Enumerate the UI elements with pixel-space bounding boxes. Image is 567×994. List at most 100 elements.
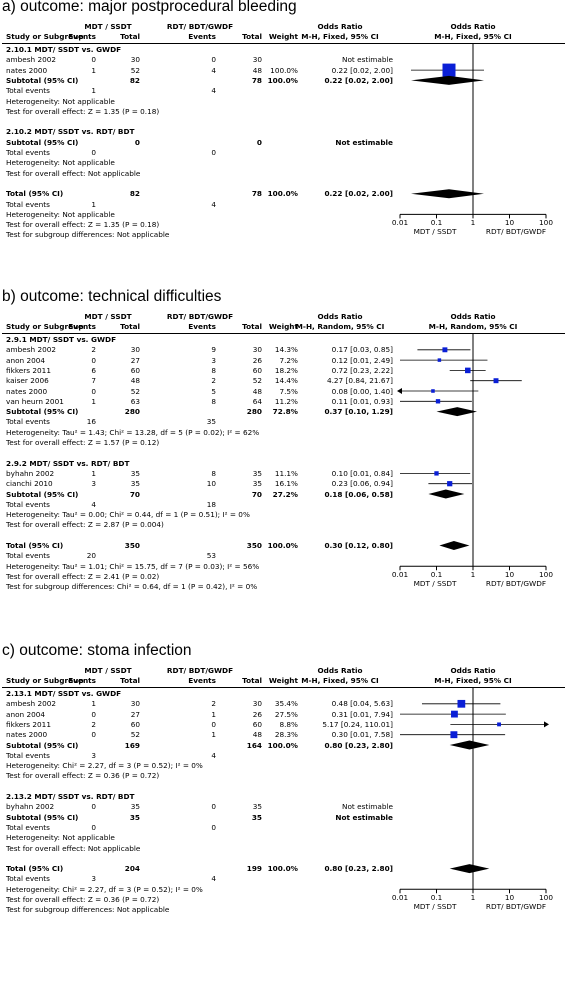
- overall-effect: Test for overall effect: Z = 1.35 (P = 0…: [6, 107, 159, 116]
- total-events2: 53: [207, 551, 216, 560]
- total-events-label: Total events: [6, 417, 50, 426]
- total1-cell: 82: [130, 76, 140, 85]
- ci-cell: 0.22 [0.02, 2.00]: [332, 66, 393, 75]
- summary-diamond: [450, 864, 490, 873]
- total1-cell: 48: [131, 376, 140, 385]
- weight-cell: 8.8%: [279, 720, 298, 729]
- subgroup-differences: Test for subgroup differences: Not appli…: [6, 230, 169, 239]
- ci-cell: 0.11 [0.01, 0.93]: [332, 397, 393, 406]
- ci-cell: 0.08 [0.00, 1.40]: [332, 387, 393, 396]
- events2-cell: 0: [211, 55, 216, 64]
- events2-cell: 9: [211, 345, 216, 354]
- total2-cell: 35: [253, 469, 262, 478]
- total2-cell: 280: [247, 407, 262, 416]
- total-events2: 4: [211, 200, 216, 209]
- ci-cell: 0.12 [0.01, 2.49]: [332, 356, 393, 365]
- events2-cell: 1: [211, 710, 216, 719]
- total1-cell: 60: [131, 720, 140, 729]
- total2-cell: 35: [253, 802, 262, 811]
- events1-cell: 2: [91, 720, 96, 729]
- point-estimate: [447, 481, 452, 486]
- study-name: fikkers 2011: [6, 366, 51, 375]
- study-name: ambesh 2002: [6, 345, 56, 354]
- heterogeneity: Heterogeneity: Not applicable: [6, 158, 115, 167]
- ci-cell: 0.30 [0.01, 7.58]: [332, 730, 393, 739]
- point-estimate: [451, 711, 458, 718]
- total2-cell: 64: [253, 397, 262, 406]
- events2-cell: 2: [211, 699, 216, 708]
- heterogeneity: Heterogeneity: Not applicable: [6, 97, 115, 106]
- total1-cell: 27: [131, 356, 140, 365]
- weight-cell: 28.3%: [275, 730, 298, 739]
- ci-cell: 0.80 [0.23, 2.80]: [324, 741, 393, 750]
- total-events1: 3: [91, 874, 96, 883]
- subtotal-label: Subtotal (95% CI): [6, 407, 78, 416]
- subtotal-label: Total (95% CI): [6, 189, 63, 198]
- total-events-label: Total events: [6, 751, 50, 760]
- subtotal-label: Subtotal (95% CI): [6, 76, 78, 85]
- point-estimate: [438, 358, 441, 361]
- events1-cell: 6: [91, 366, 96, 375]
- ci-cell: 0.22 [0.02, 2.00]: [324, 76, 393, 85]
- weight-cell: 72.8%: [273, 407, 298, 416]
- subtotal-label: Subtotal (95% CI): [6, 490, 78, 499]
- total2-cell: 26: [253, 356, 262, 365]
- total1-cell: 27: [131, 710, 140, 719]
- study-name: fikkers 2011: [6, 720, 51, 729]
- total-events2: 35: [207, 417, 216, 426]
- summary-diamond: [437, 407, 478, 416]
- total-events-label: Total events: [6, 874, 50, 883]
- ci-cell: Not estimable: [335, 813, 393, 822]
- total1-cell: 0: [135, 138, 140, 147]
- ci-cell: 0.37 [0.10, 1.29]: [324, 407, 393, 416]
- events1-cell: 0: [91, 356, 96, 365]
- total-events-label: Total events: [6, 86, 50, 95]
- ci-cell: 0.72 [0.23, 2.22]: [332, 366, 393, 375]
- total-events-label: Total events: [6, 500, 50, 509]
- total2-cell: 30: [253, 345, 262, 354]
- total2-cell: 78: [252, 76, 262, 85]
- total-events1: 20: [87, 551, 96, 560]
- subtotal-label: Total (95% CI): [6, 541, 63, 550]
- events1-cell: 1: [91, 397, 96, 406]
- weight-cell: 16.1%: [275, 479, 298, 488]
- point-estimate: [494, 378, 499, 383]
- weight-cell: 14.3%: [275, 345, 298, 354]
- heterogeneity: Heterogeneity: Tau² = 0.00; Chi² = 0.44,…: [6, 510, 250, 519]
- subtotal-label: Subtotal (95% CI): [6, 813, 78, 822]
- ci-arrow-right: [544, 721, 549, 727]
- total2-cell: 52: [253, 376, 262, 385]
- point-estimate: [442, 64, 455, 77]
- overall-effect: Test for overall effect: Z = 2.87 (P = 0…: [6, 520, 164, 529]
- summary-diamond: [439, 541, 469, 550]
- events1-cell: 0: [91, 387, 96, 396]
- total1-cell: 30: [131, 55, 140, 64]
- total-events1: 1: [91, 200, 96, 209]
- point-estimate: [497, 722, 501, 726]
- total1-cell: 70: [130, 490, 140, 499]
- study-name: ambesh 2002: [6, 699, 56, 708]
- total-events1: 16: [87, 417, 96, 426]
- total-events1: 0: [91, 148, 96, 157]
- x-tick-label: 100: [486, 218, 567, 227]
- total2-cell: 78: [252, 189, 262, 198]
- total-events2: 0: [211, 148, 216, 157]
- overall-effect: Test for overall effect: Z = 1.35 (P = 0…: [6, 220, 159, 229]
- point-estimate: [457, 700, 465, 708]
- total-events1: 3: [91, 751, 96, 760]
- ci-cell: 0.17 [0.03, 0.85]: [332, 345, 393, 354]
- events2-cell: 8: [211, 397, 216, 406]
- study-name: kaiser 2006: [6, 376, 49, 385]
- total2-cell: 48: [253, 66, 262, 75]
- axis-right-label: RDT/ BDT/GWDF: [456, 902, 567, 911]
- ci-cell: 0.31 [0.01, 7.94]: [332, 710, 393, 719]
- subgroup-name: 2.9.1 MDT/ SSDT vs. GWDF: [6, 335, 116, 344]
- total-events-label: Total events: [6, 148, 50, 157]
- x-tick-label: 100: [486, 570, 567, 579]
- overall-effect: Test for overall effect: Not applicable: [6, 844, 140, 853]
- total2-cell: 48: [253, 387, 262, 396]
- study-name: cianchi 2010: [6, 479, 53, 488]
- total1-cell: 63: [131, 397, 140, 406]
- weight-cell: 27.5%: [275, 710, 298, 719]
